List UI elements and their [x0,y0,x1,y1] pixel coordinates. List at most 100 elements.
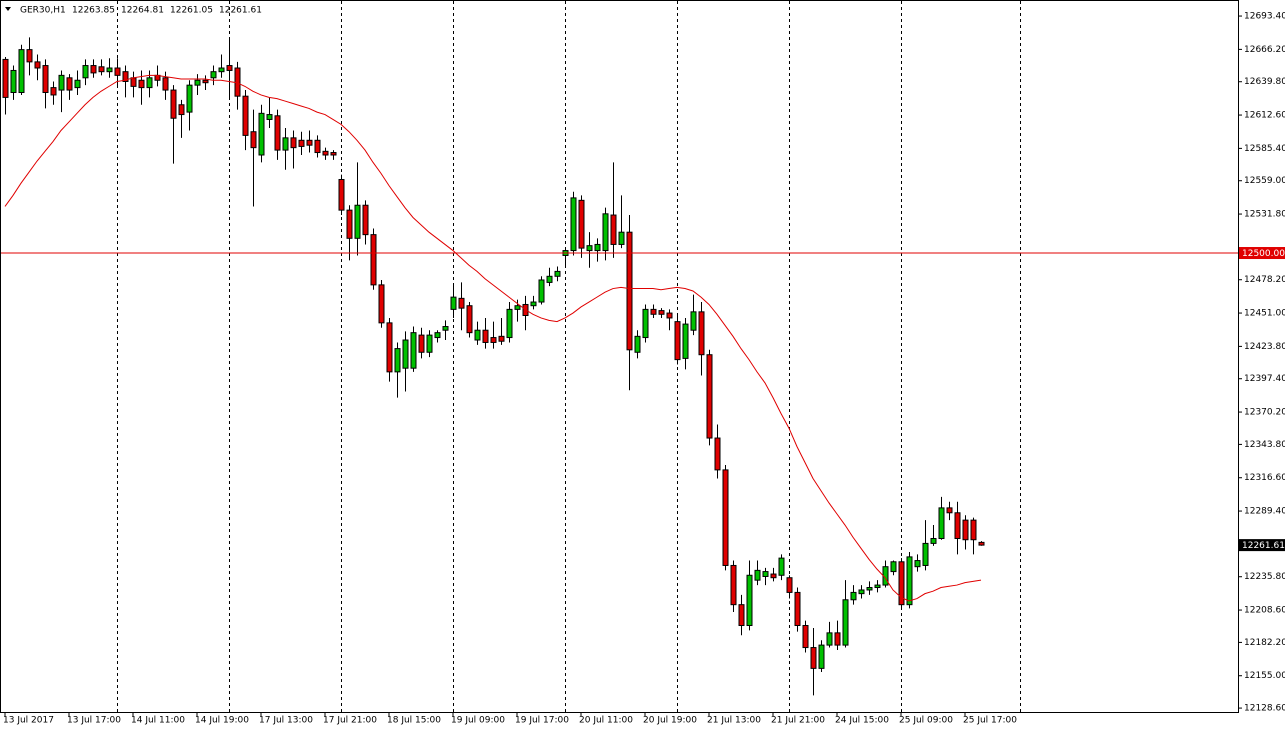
candle-body [754,569,761,581]
candle-body [970,519,977,541]
candle-body [10,69,17,94]
y-tick-label: 12208.60 [1244,606,1285,616]
y-tick-label: 12451.00 [1244,309,1285,319]
x-tick-label: 18 Jul 15:00 [387,716,441,726]
candle-body [554,270,561,277]
candle-body [378,284,385,324]
candle-body [114,67,121,76]
candle-body [906,556,913,606]
candle-body [90,65,97,74]
candle-body [450,296,457,310]
y-tick-label: 12235.80 [1244,572,1285,582]
candle-body [682,323,689,359]
y-tick-label: 12531.80 [1244,210,1285,220]
candle-body [914,560,921,568]
x-tick-label: 20 Jul 19:00 [643,716,697,726]
level-label-box [1239,247,1285,260]
candle-body [418,334,425,353]
x-tick-label: 13 Jul 17:00 [67,716,121,726]
candle-body [978,541,985,546]
x-tick-label: 25 Jul 17:00 [963,716,1017,726]
candle-body [50,87,57,96]
level-label: 12500.00 [1242,249,1285,259]
candle-body [642,308,649,339]
candle-body [314,139,321,154]
candle-body [690,311,697,331]
candle-body [474,329,481,341]
candle-body [18,49,25,94]
candle-body [26,49,33,63]
candle-body [890,561,897,573]
candle-body [322,150,329,156]
candle-body [570,197,577,252]
x-tick-label: 20 Jul 11:00 [579,716,633,726]
candle-body [146,77,153,89]
x-tick-label: 19 Jul 09:00 [451,716,505,726]
x-tick-label: 17 Jul 13:00 [259,716,313,726]
x-tick-label: 17 Jul 21:00 [323,716,377,726]
candle-body [610,214,617,245]
candle-body [226,65,233,71]
y-tick-label: 12370.20 [1244,408,1285,418]
candle-body [954,512,961,540]
candle-body [58,74,65,91]
candle-body [394,348,401,373]
candle-body [362,204,369,236]
plot-frame [0,0,1239,713]
candle-body [210,71,217,79]
candle-body [706,354,713,439]
candle-body [346,209,353,239]
candle-body [442,326,449,331]
candle-body [490,337,497,343]
y-tick-label: 12182.20 [1244,638,1285,648]
x-tick-label: 14 Jul 11:00 [131,716,185,726]
x-tick-label: 21 Jul 13:00 [707,716,761,726]
candle-body [298,139,305,147]
candle-body [258,112,265,156]
y-tick-label: 12128.60 [1244,704,1285,714]
candle-body [138,79,145,89]
candle-body [762,571,769,577]
candle-body [42,65,49,94]
candle-body [250,131,257,149]
candle-body [282,137,289,151]
y-tick-label: 12585.40 [1244,144,1285,154]
x-tick-label: 19 Jul 17:00 [515,716,569,726]
candle-body [242,95,249,136]
candle-body [658,310,665,315]
candle-body [634,335,641,353]
candle-body [274,115,281,151]
candle-body [778,557,785,576]
candle-body [122,71,129,82]
candle-body [618,231,625,245]
candle-body [962,519,969,541]
candle-body [66,77,73,91]
header-value: 12263.85 [72,6,115,16]
candle-body [674,321,681,361]
candle-body [530,301,537,307]
candle-body [874,584,881,589]
menu-arrow[interactable] [5,7,11,11]
candle-body [34,61,41,69]
symbol: GER30,H1 [20,6,66,16]
y-tick-label: 12343.80 [1244,440,1285,450]
candle-body [834,632,841,646]
candle-body [578,199,585,249]
candle-body [426,334,433,353]
candle-body [178,104,185,116]
candle-body [194,79,201,86]
candle-body [922,542,929,566]
x-tick-label: 24 Jul 15:00 [835,716,889,726]
candle-body [170,89,177,119]
candle-body [218,67,225,73]
y-tick-label: 12639.80 [1244,77,1285,87]
candle-body [434,332,441,339]
y-tick-label: 12612.60 [1244,111,1285,121]
candle-body [666,312,673,319]
candle-body [898,561,905,606]
candle-body [410,332,417,369]
candle-body [586,245,593,252]
candle-body [842,599,849,646]
y-tick-label: 12478.20 [1244,275,1285,285]
candle-body [730,564,737,606]
